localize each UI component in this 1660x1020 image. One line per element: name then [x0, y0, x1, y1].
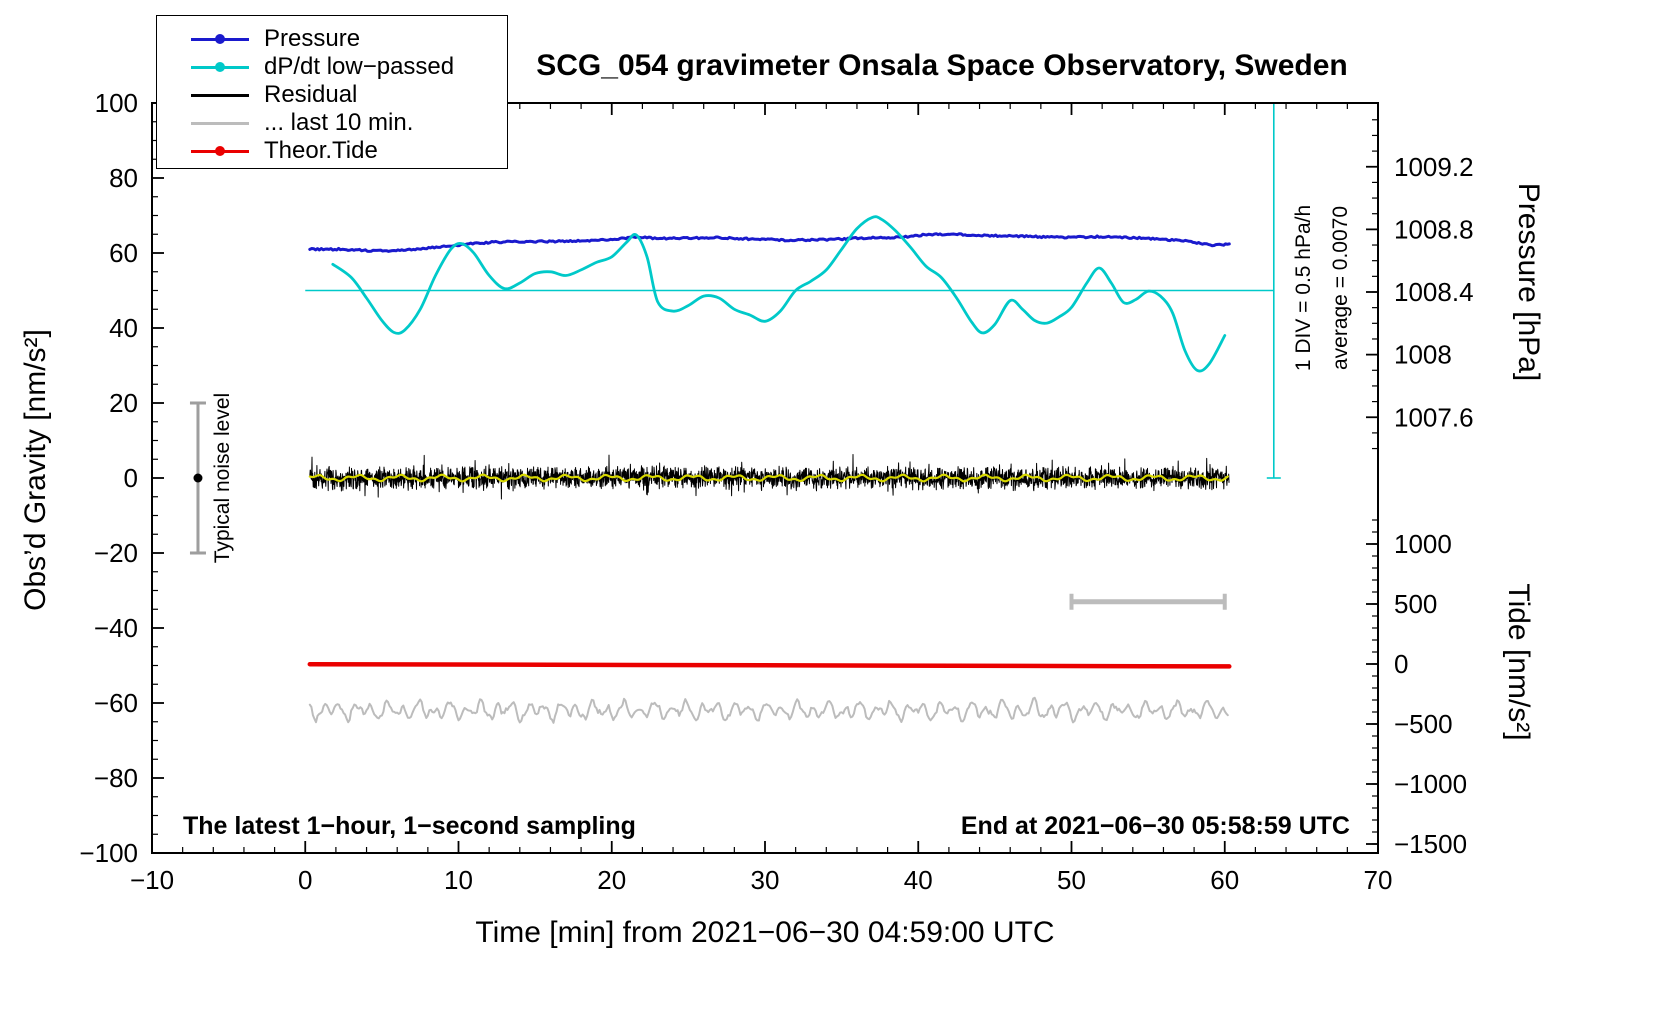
y-axis-tide-title: Tide [nm/s²] — [1502, 583, 1535, 741]
svg-text:70: 70 — [1364, 865, 1393, 895]
div-scale-label: 1 DIV = 0.5 hPa/h — [1292, 204, 1315, 372]
svg-text:20: 20 — [597, 865, 626, 895]
svg-text:20: 20 — [109, 388, 138, 418]
svg-text:30: 30 — [751, 865, 780, 895]
svg-text:−20: −20 — [94, 538, 138, 568]
page-title: SCG_054 gravimeter Onsala Space Observat… — [536, 49, 1348, 82]
svg-text:−10: −10 — [130, 865, 174, 895]
residual-line-icon — [191, 81, 249, 109]
legend-item-tide: Theor.Tide — [191, 137, 507, 165]
tide-line-icon — [191, 137, 249, 165]
svg-text:−80: −80 — [94, 763, 138, 793]
svg-text:−500: −500 — [1394, 709, 1453, 739]
legend-label-pressure: Pressure — [264, 25, 361, 52]
svg-text:60: 60 — [1210, 865, 1239, 895]
svg-text:1008.8: 1008.8 — [1394, 214, 1474, 244]
end-time-note: End at 2021−06−30 05:58:59 UTC — [960, 812, 1350, 840]
svg-text:40: 40 — [109, 313, 138, 343]
svg-text:0: 0 — [298, 865, 312, 895]
y-axis-gravity-title: Obs’d Gravity [nm/s²] — [19, 329, 52, 611]
noise-level-label: Typical noise level — [211, 392, 234, 564]
pressure-line-icon — [191, 25, 249, 53]
svg-text:1007.6: 1007.6 — [1394, 402, 1474, 432]
last10-line-icon — [191, 109, 249, 137]
svg-text:60: 60 — [109, 238, 138, 268]
svg-text:1008.4: 1008.4 — [1394, 277, 1474, 307]
svg-text:10: 10 — [444, 865, 473, 895]
legend-label-last10: ... last 10 min. — [264, 109, 414, 136]
legend-label-dpdt: dP/dt low−passed — [264, 53, 455, 80]
svg-text:−100: −100 — [79, 838, 138, 868]
legend-item-pressure: Pressure — [191, 25, 507, 53]
legend-item-residual: Residual — [191, 81, 507, 109]
svg-text:0: 0 — [1394, 649, 1408, 679]
svg-text:−1000: −1000 — [1394, 769, 1467, 799]
svg-text:1000: 1000 — [1394, 529, 1452, 559]
legend-label-tide: Theor.Tide — [264, 137, 378, 164]
svg-text:1009.2: 1009.2 — [1394, 152, 1474, 182]
dpdt-line-icon — [191, 53, 249, 81]
x-axis-title: Time [min] from 2021−06−30 04:59:00 UTC — [475, 916, 1055, 949]
legend-item-dpdt: dP/dt low−passed — [191, 53, 507, 81]
legend-item-last10: ... last 10 min. — [191, 109, 507, 137]
svg-text:0: 0 — [124, 463, 138, 493]
legend: Pressure dP/dt low−passed Residual ... l… — [156, 15, 508, 169]
svg-text:50: 50 — [1057, 865, 1086, 895]
average-label: average = 0.0070 — [1329, 205, 1352, 371]
svg-text:100: 100 — [95, 88, 138, 118]
legend-label-residual: Residual — [264, 81, 358, 108]
svg-text:−40: −40 — [94, 613, 138, 643]
svg-text:40: 40 — [904, 865, 933, 895]
sampling-note: The latest 1−hour, 1−second sampling — [183, 812, 636, 840]
svg-text:1008: 1008 — [1394, 340, 1452, 370]
svg-text:500: 500 — [1394, 589, 1437, 619]
svg-text:−1500: −1500 — [1394, 829, 1467, 859]
y-axis-pressure-title: Pressure [hPa] — [1512, 182, 1545, 382]
svg-text:−60: −60 — [94, 688, 138, 718]
svg-text:80: 80 — [109, 163, 138, 193]
